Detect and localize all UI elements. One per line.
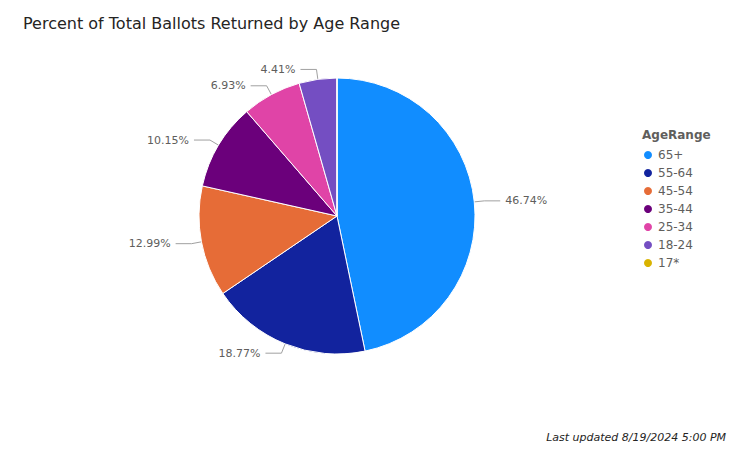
svg-text:17*: 17*	[658, 256, 679, 270]
svg-text:46.74%: 46.74%	[505, 194, 547, 207]
svg-text:18.77%: 18.77%	[218, 347, 260, 360]
svg-text:AgeRange: AgeRange	[642, 128, 711, 142]
svg-text:10.15%: 10.15%	[147, 134, 189, 147]
svg-text:6.93%: 6.93%	[211, 79, 246, 92]
svg-text:55-64: 55-64	[658, 166, 693, 180]
svg-text:4.41%: 4.41%	[261, 63, 296, 76]
svg-text:18-24: 18-24	[658, 238, 693, 252]
svg-text:25-34: 25-34	[658, 220, 693, 234]
svg-text:35-44: 35-44	[658, 202, 693, 216]
svg-text:Percent of Total Ballots Retur: Percent of Total Ballots Returned by Age…	[23, 14, 400, 33]
svg-text:45-54: 45-54	[658, 184, 693, 198]
svg-text:65+: 65+	[658, 148, 683, 162]
svg-text:Last updated 8/19/2024 5:00 PM: Last updated 8/19/2024 5:00 PM	[546, 431, 726, 444]
svg-text:12.99%: 12.99%	[129, 237, 171, 250]
